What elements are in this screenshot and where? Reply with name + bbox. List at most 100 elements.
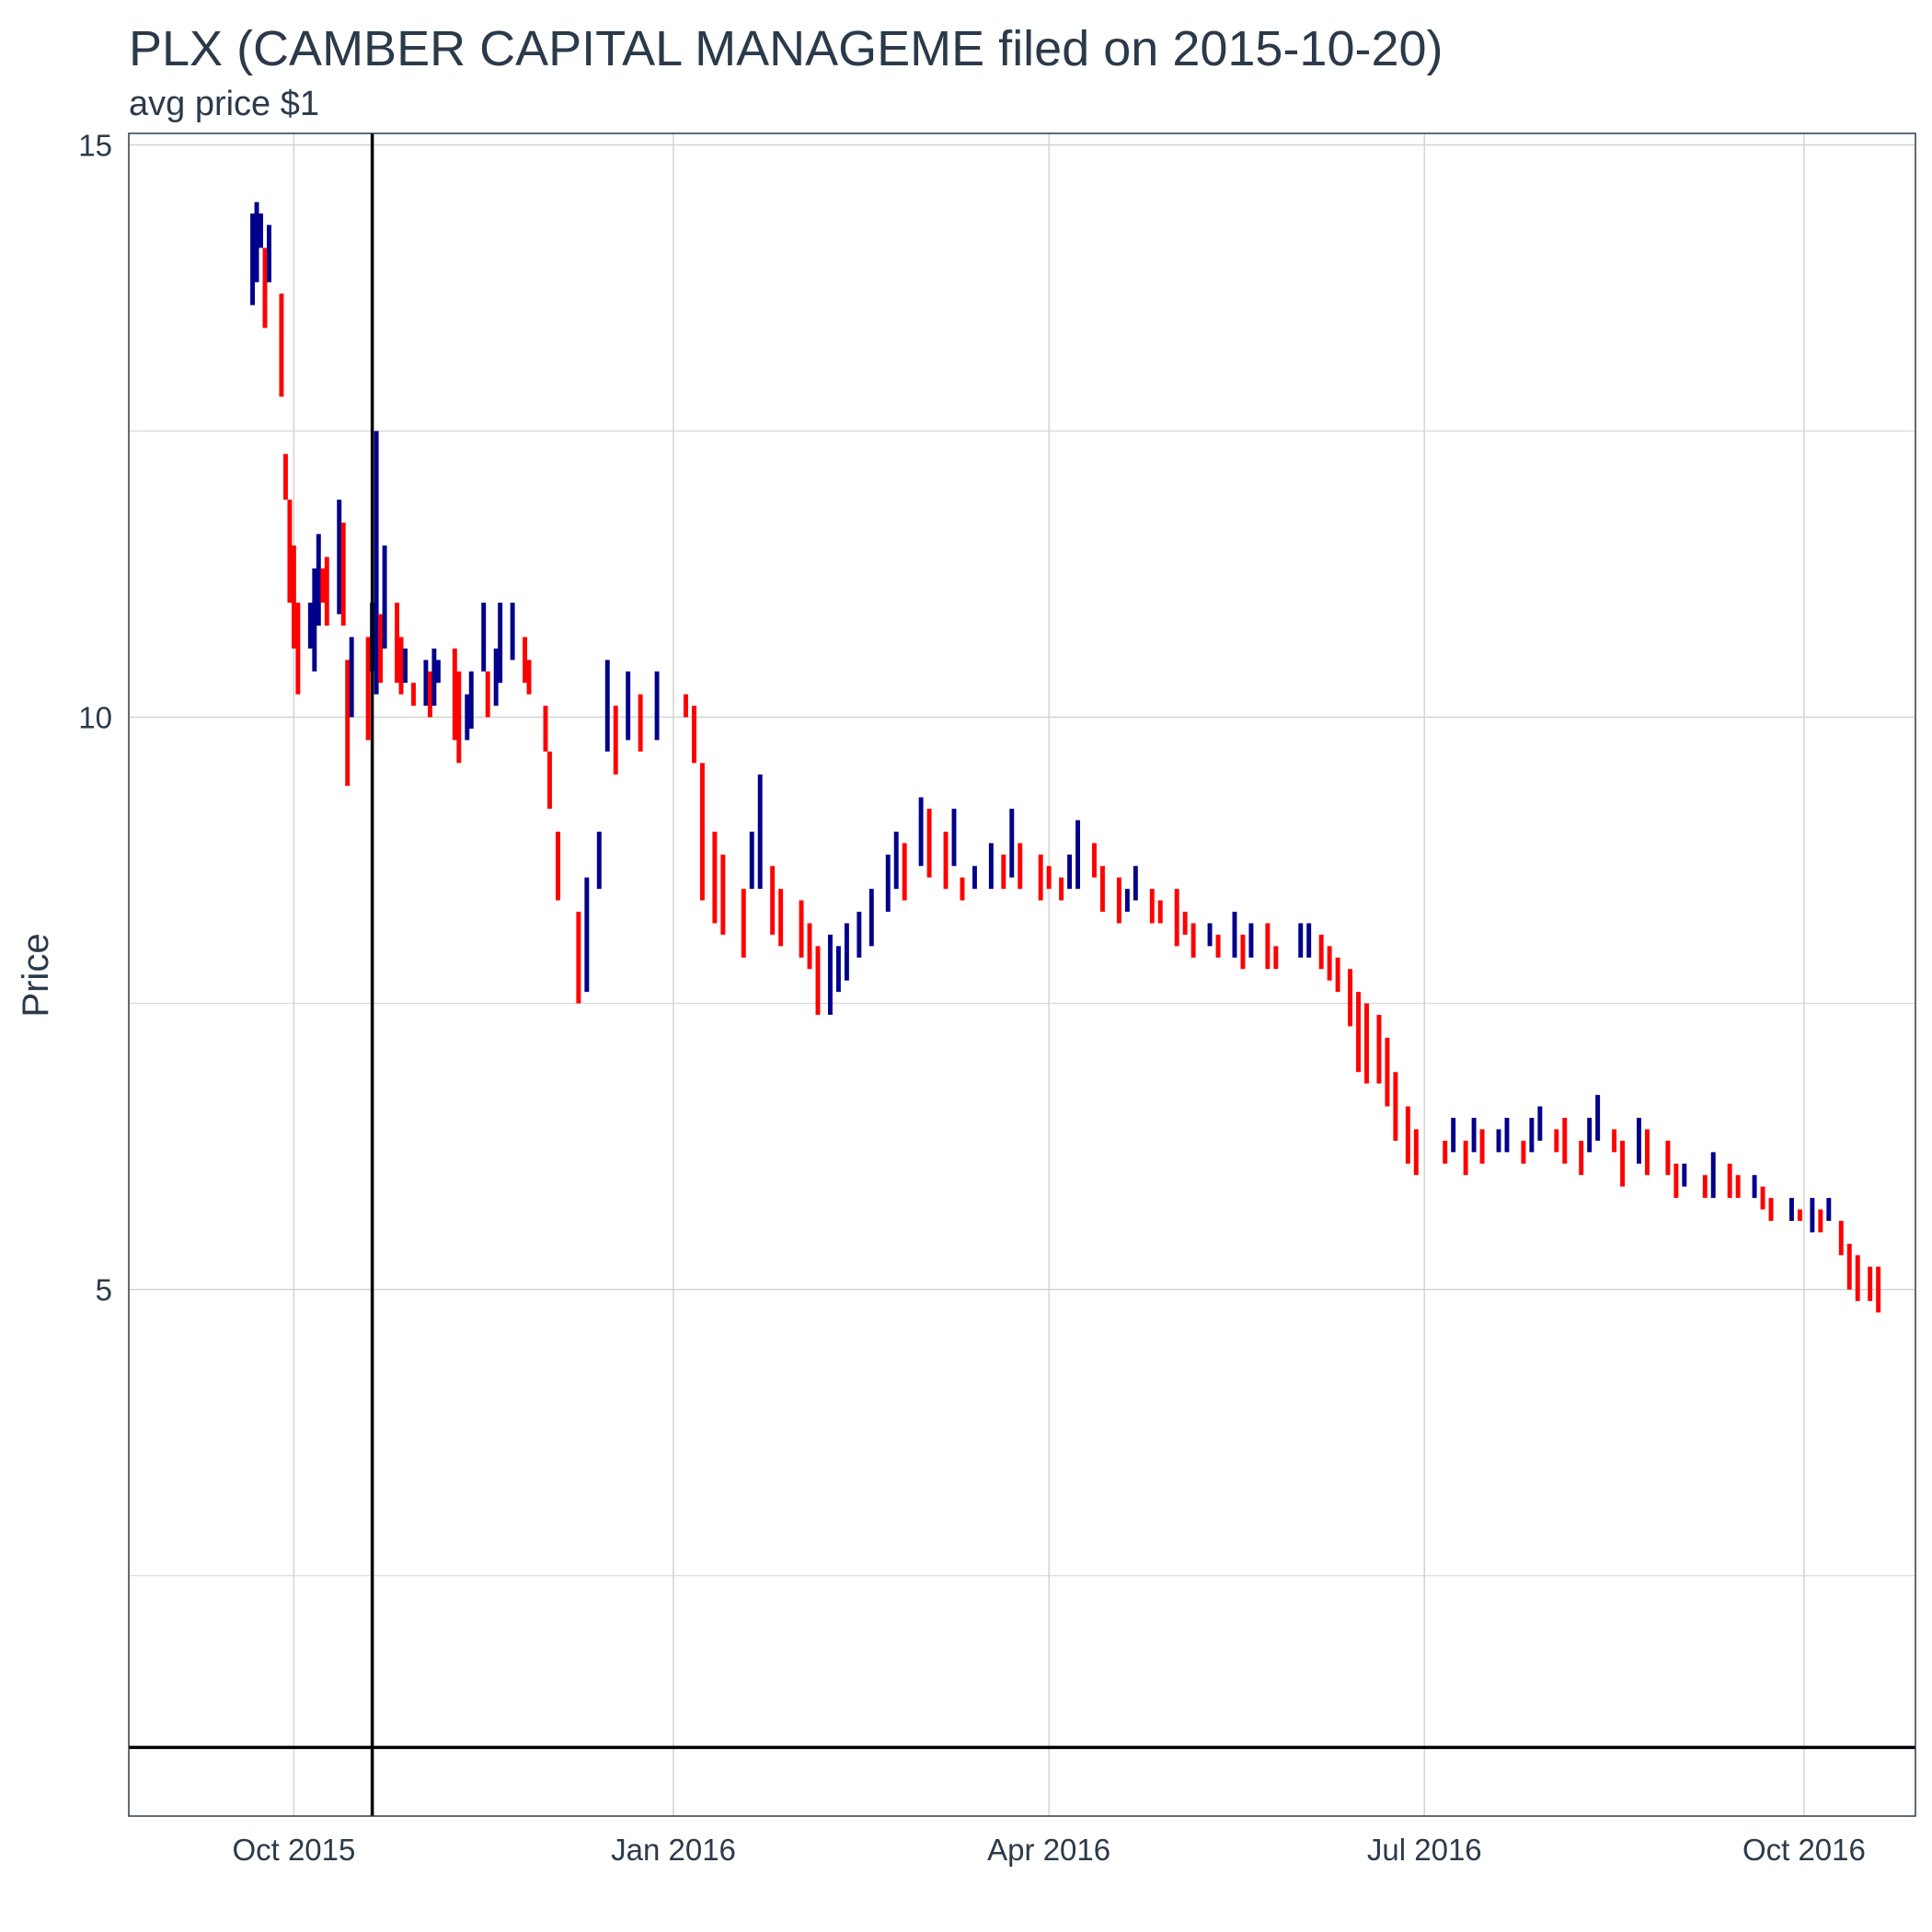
price-bar bbox=[1587, 1118, 1593, 1153]
price-bar bbox=[1306, 923, 1312, 958]
price-bar bbox=[555, 831, 560, 901]
price-bar bbox=[423, 660, 429, 707]
price-bar bbox=[1846, 1243, 1852, 1290]
price-bar bbox=[398, 637, 404, 695]
price-bar bbox=[431, 648, 437, 707]
price-bars bbox=[250, 201, 1881, 1313]
price-bar bbox=[543, 706, 548, 752]
price-bar bbox=[1009, 809, 1015, 878]
price-bar bbox=[1579, 1140, 1584, 1176]
price-bar bbox=[638, 694, 643, 752]
price-bar bbox=[349, 637, 354, 718]
price-bar bbox=[250, 213, 256, 305]
x-tick-label: Oct 2016 bbox=[1742, 1833, 1866, 1867]
price-bar bbox=[868, 889, 874, 947]
plot-panel-border bbox=[128, 132, 1916, 1817]
price-bar bbox=[1797, 1209, 1802, 1222]
price-bar bbox=[1116, 877, 1121, 924]
price-bar bbox=[1788, 1198, 1794, 1222]
price-bar bbox=[835, 946, 841, 993]
price-bar bbox=[465, 694, 470, 741]
price-bar bbox=[807, 923, 812, 970]
price-bar bbox=[262, 247, 268, 328]
price-bar bbox=[337, 500, 342, 615]
price-bar bbox=[452, 648, 457, 741]
price-bar bbox=[1124, 889, 1130, 913]
price-bar bbox=[1001, 854, 1006, 890]
price-bar bbox=[1645, 1129, 1650, 1176]
grid-layer bbox=[129, 133, 1915, 1816]
price-bar bbox=[699, 763, 705, 901]
price-bar bbox=[1665, 1140, 1671, 1176]
price-bar bbox=[1471, 1118, 1477, 1153]
price-bar bbox=[1479, 1129, 1485, 1164]
reference-lines bbox=[129, 133, 1915, 1816]
price-bar bbox=[1673, 1163, 1679, 1199]
price-bar bbox=[654, 671, 660, 741]
price-bar bbox=[799, 900, 804, 958]
price-bar bbox=[988, 843, 994, 890]
price-bar bbox=[1855, 1255, 1860, 1302]
price-bar bbox=[712, 831, 718, 924]
price-bar bbox=[596, 831, 602, 890]
price-bar bbox=[1838, 1221, 1844, 1256]
y-axis-title: Price bbox=[16, 933, 56, 1017]
price-bar bbox=[1318, 934, 1324, 970]
price-bar bbox=[1232, 912, 1237, 958]
price-bar bbox=[1059, 877, 1064, 901]
price-bar bbox=[749, 831, 754, 890]
price-bar bbox=[943, 831, 949, 890]
price-bar bbox=[320, 568, 326, 604]
price-bar bbox=[1752, 1175, 1757, 1199]
y-tick-label: 10 bbox=[78, 701, 112, 735]
price-bar bbox=[778, 889, 784, 947]
price-bar bbox=[1092, 843, 1097, 878]
price-bar bbox=[1149, 889, 1155, 924]
price-bar bbox=[1240, 934, 1246, 970]
price-bar bbox=[307, 603, 313, 649]
price-bar bbox=[626, 671, 631, 741]
price-bar bbox=[1760, 1186, 1765, 1210]
price-bar bbox=[374, 431, 379, 695]
price-bar bbox=[1393, 1072, 1398, 1141]
price-bar bbox=[1046, 866, 1052, 890]
x-tick-label: Jul 2016 bbox=[1367, 1833, 1482, 1867]
price-bar bbox=[395, 603, 399, 684]
price-bar bbox=[741, 889, 746, 958]
price-bar bbox=[1174, 889, 1179, 947]
price-bar bbox=[951, 809, 957, 867]
price-bar bbox=[1038, 854, 1043, 901]
price-bar bbox=[1612, 1129, 1617, 1153]
price-bar bbox=[324, 557, 329, 627]
price-bar bbox=[295, 603, 301, 695]
price-bar bbox=[1451, 1118, 1456, 1153]
y-tick-label: 15 bbox=[78, 128, 112, 162]
price-bar bbox=[267, 224, 271, 282]
price-bar bbox=[1554, 1129, 1559, 1153]
price-bar bbox=[815, 946, 821, 1016]
price-bar bbox=[1595, 1095, 1601, 1141]
price-bar bbox=[468, 671, 474, 729]
axis-labels: 5 10 15 Oct 2015 Jan 2016 Apr 2016 Jul 2016 Oct… bbox=[78, 128, 1866, 1867]
x-tick-label: Apr 2016 bbox=[987, 1833, 1110, 1867]
price-bar bbox=[1298, 923, 1304, 958]
price-bar bbox=[893, 831, 899, 890]
price-bar bbox=[857, 912, 862, 958]
price-bar bbox=[1182, 912, 1188, 935]
price-bar bbox=[1215, 934, 1221, 958]
price-bar bbox=[254, 201, 259, 282]
price-bar bbox=[287, 500, 293, 604]
price-bar bbox=[1521, 1140, 1526, 1164]
price-bar bbox=[382, 545, 387, 649]
price-bar bbox=[1385, 1037, 1390, 1107]
price-bar bbox=[1157, 900, 1163, 924]
price-bar bbox=[1207, 923, 1213, 947]
price-bar bbox=[493, 648, 499, 707]
price-bar bbox=[1504, 1118, 1510, 1153]
price-bar bbox=[316, 534, 321, 627]
price-bar bbox=[485, 671, 490, 718]
price-bar bbox=[1727, 1163, 1732, 1199]
price-bar bbox=[1735, 1175, 1741, 1199]
price-bar bbox=[1273, 946, 1279, 970]
